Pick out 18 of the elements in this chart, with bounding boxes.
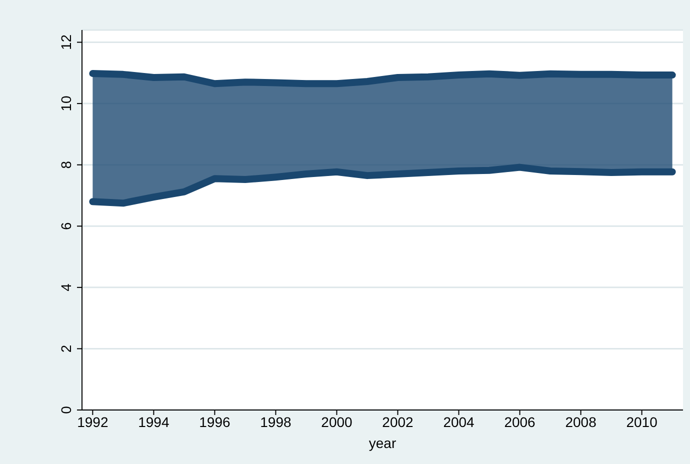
y-tick-label: 0 [58, 406, 74, 414]
y-tick-label: 12 [58, 34, 74, 50]
x-tick-label: 2010 [626, 414, 658, 430]
x-tick-label: 1998 [260, 414, 292, 430]
y-tick-label: 6 [58, 222, 74, 230]
y-tick-label: 4 [58, 283, 74, 292]
x-tick-label: 2008 [565, 414, 597, 430]
y-tick-label: 2 [58, 344, 74, 353]
x-tick-label: 2002 [382, 414, 414, 430]
x-tick-label: 2006 [504, 414, 536, 430]
y-tick-label: 10 [58, 96, 74, 112]
x-axis-title: year [368, 435, 396, 451]
y-tick-label: 8 [58, 160, 74, 169]
x-tick-label: 1994 [138, 414, 170, 430]
x-tick-label: 1996 [199, 414, 230, 430]
x-tick-label: 2004 [443, 414, 475, 430]
x-tick-label: 2000 [321, 414, 353, 430]
x-tick-label: 1992 [77, 414, 108, 430]
